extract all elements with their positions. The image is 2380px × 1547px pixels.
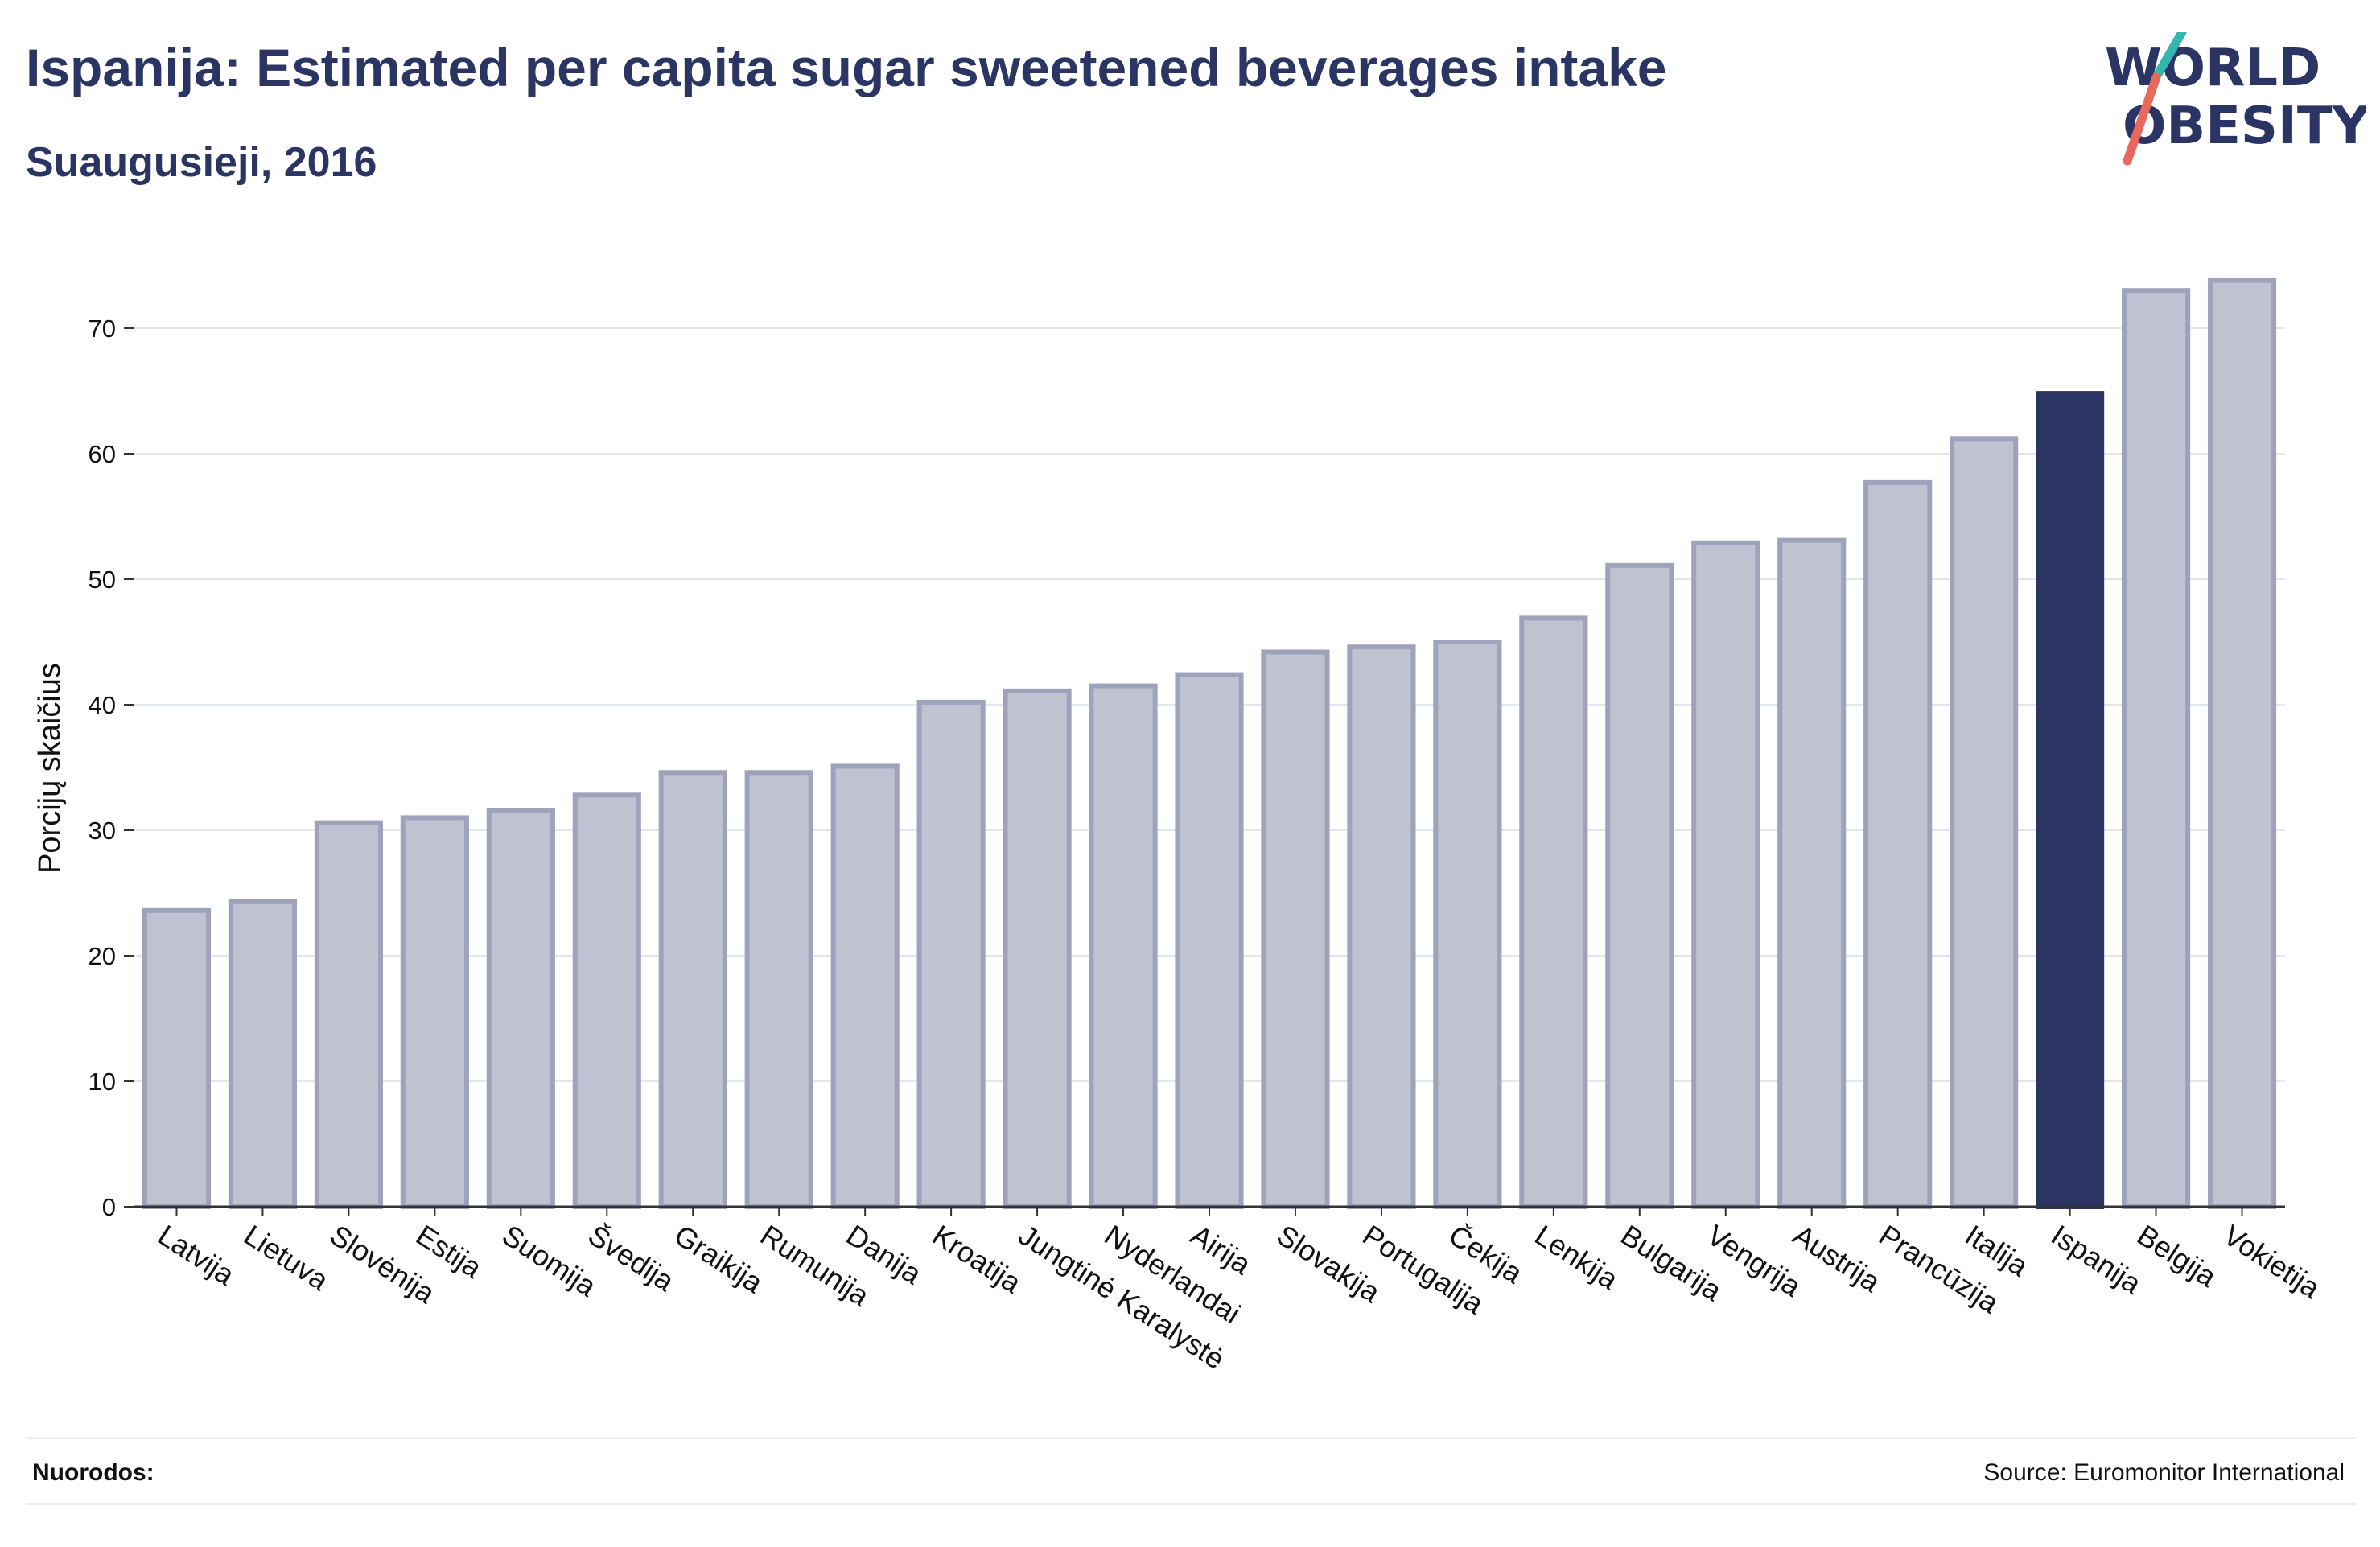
world-obesity-logo: WORLD OBESITY — [2105, 32, 2366, 166]
x-tick-label: Švedija — [583, 1218, 681, 1298]
x-tick-label: Vokietija — [2217, 1218, 2327, 1305]
logo-text-obesity: OBESITY — [2123, 97, 2366, 156]
x-tick-label: Graikija — [669, 1218, 769, 1299]
logo-text-world: WORLD — [2105, 39, 2320, 98]
bar-2 — [314, 820, 383, 1209]
bar-21 — [1950, 436, 2019, 1209]
bar-3 — [400, 815, 469, 1210]
chart-subtitle: Suaugusieji, 2016 — [26, 139, 377, 186]
notes-label: Nuorodos: — [32, 1459, 154, 1486]
x-tick-label: Belgija — [2131, 1218, 2223, 1294]
y-tick-label: 60 — [89, 440, 116, 468]
x-tick-label: Kroatija — [927, 1218, 1028, 1299]
y-tick-label: 20 — [89, 942, 116, 970]
bar-24 — [2207, 278, 2277, 1210]
bar-9 — [916, 699, 986, 1209]
y-tick-label: 50 — [89, 566, 116, 594]
y-tick-label: 40 — [89, 691, 116, 719]
bar-10 — [1003, 688, 1072, 1209]
bar-20 — [1863, 479, 1933, 1209]
bar-8 — [830, 763, 900, 1209]
y-tick-label: 0 — [102, 1193, 116, 1221]
y-tick-label: 30 — [89, 817, 116, 845]
x-tick-label: Suomija — [496, 1218, 603, 1303]
logo-slash-coral — [2123, 72, 2161, 166]
bar-23 — [2121, 288, 2191, 1210]
bar-1 — [228, 899, 298, 1210]
x-tick-label: Austrija — [1787, 1218, 1887, 1298]
bar-13 — [1261, 649, 1330, 1209]
bar-5 — [572, 792, 641, 1209]
bar-0 — [142, 907, 212, 1209]
footer-divider-top — [26, 1437, 2356, 1439]
bar-11 — [1089, 683, 1158, 1209]
bar-7 — [744, 770, 813, 1209]
bars — [142, 278, 2277, 1210]
bar-12 — [1175, 672, 1244, 1209]
bar-6 — [658, 770, 727, 1209]
x-tick-label: Latvija — [152, 1218, 241, 1292]
bar-19 — [1777, 537, 1847, 1209]
source-text: Source: Euromonitor International — [1983, 1459, 2345, 1486]
x-tick-label: Lietuva — [238, 1218, 336, 1297]
y-tick-label: 70 — [89, 315, 116, 343]
bar-15 — [1433, 640, 1502, 1209]
bar-4 — [486, 808, 555, 1209]
y-tick-label: 10 — [89, 1068, 116, 1096]
y-axis-ticks: 0 10 20 30 40 50 60 70 — [89, 315, 134, 1221]
bar-18 — [1691, 540, 1760, 1209]
x-tick-label: Lenkija — [1529, 1218, 1624, 1296]
chart-title: Ispanija: Estimated per capita sugar swe… — [26, 38, 1667, 97]
bar-14 — [1347, 644, 1416, 1209]
x-tick-label: Ispanija — [2045, 1218, 2147, 1300]
y-axis-label: Porcijų skaičius — [33, 663, 67, 874]
bar-17 — [1605, 562, 1674, 1209]
logo-slash-teal — [2153, 32, 2187, 79]
bar-22 — [2036, 391, 2105, 1209]
bar-16 — [1519, 615, 1588, 1209]
footer-divider-bottom — [26, 1503, 2356, 1505]
